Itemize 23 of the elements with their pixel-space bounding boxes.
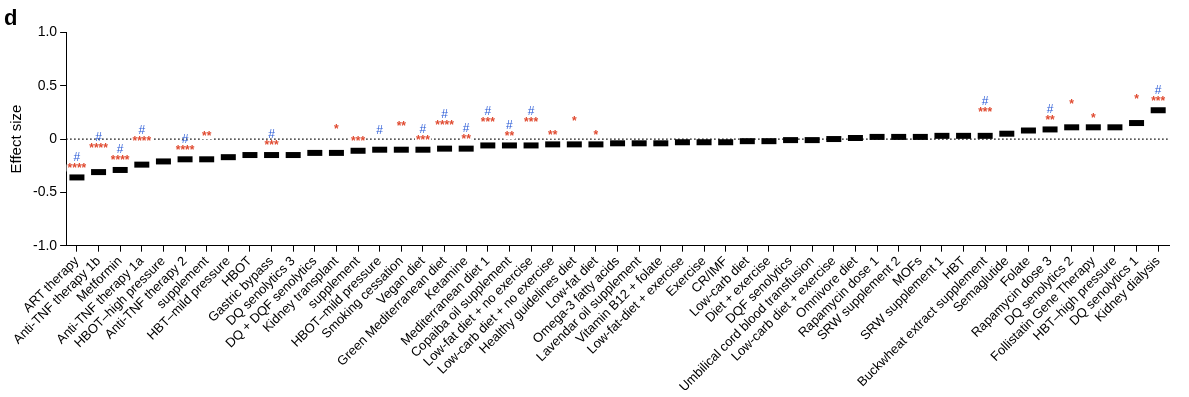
y-tick-label: -1.0 <box>33 236 58 253</box>
data-label: *** <box>351 134 366 149</box>
data-label: * <box>334 122 340 137</box>
data-label: *** <box>415 133 431 148</box>
data-label: *** <box>978 105 993 120</box>
data-label: **** <box>110 153 130 168</box>
data-label: * <box>1134 92 1140 107</box>
annotation: # <box>376 123 384 138</box>
y-tick-label: 0.5 <box>37 76 58 93</box>
y-tick-label: -0.5 <box>33 183 58 200</box>
data-label: * <box>571 113 577 128</box>
chart-title: d <box>4 5 18 31</box>
data-label: ** <box>548 127 558 142</box>
data-label: ** <box>202 128 212 143</box>
data-label: * <box>1090 110 1096 125</box>
y-tick-label: 0 <box>49 129 58 146</box>
data-label: ** <box>396 119 407 134</box>
data-label: **** <box>89 141 109 156</box>
y-axis-title: Effect size <box>7 104 25 174</box>
y-tick-label: 1.0 <box>37 23 58 40</box>
data-label: * <box>1069 96 1075 111</box>
data-label: * <box>593 127 599 142</box>
data-label: *** <box>264 138 279 153</box>
